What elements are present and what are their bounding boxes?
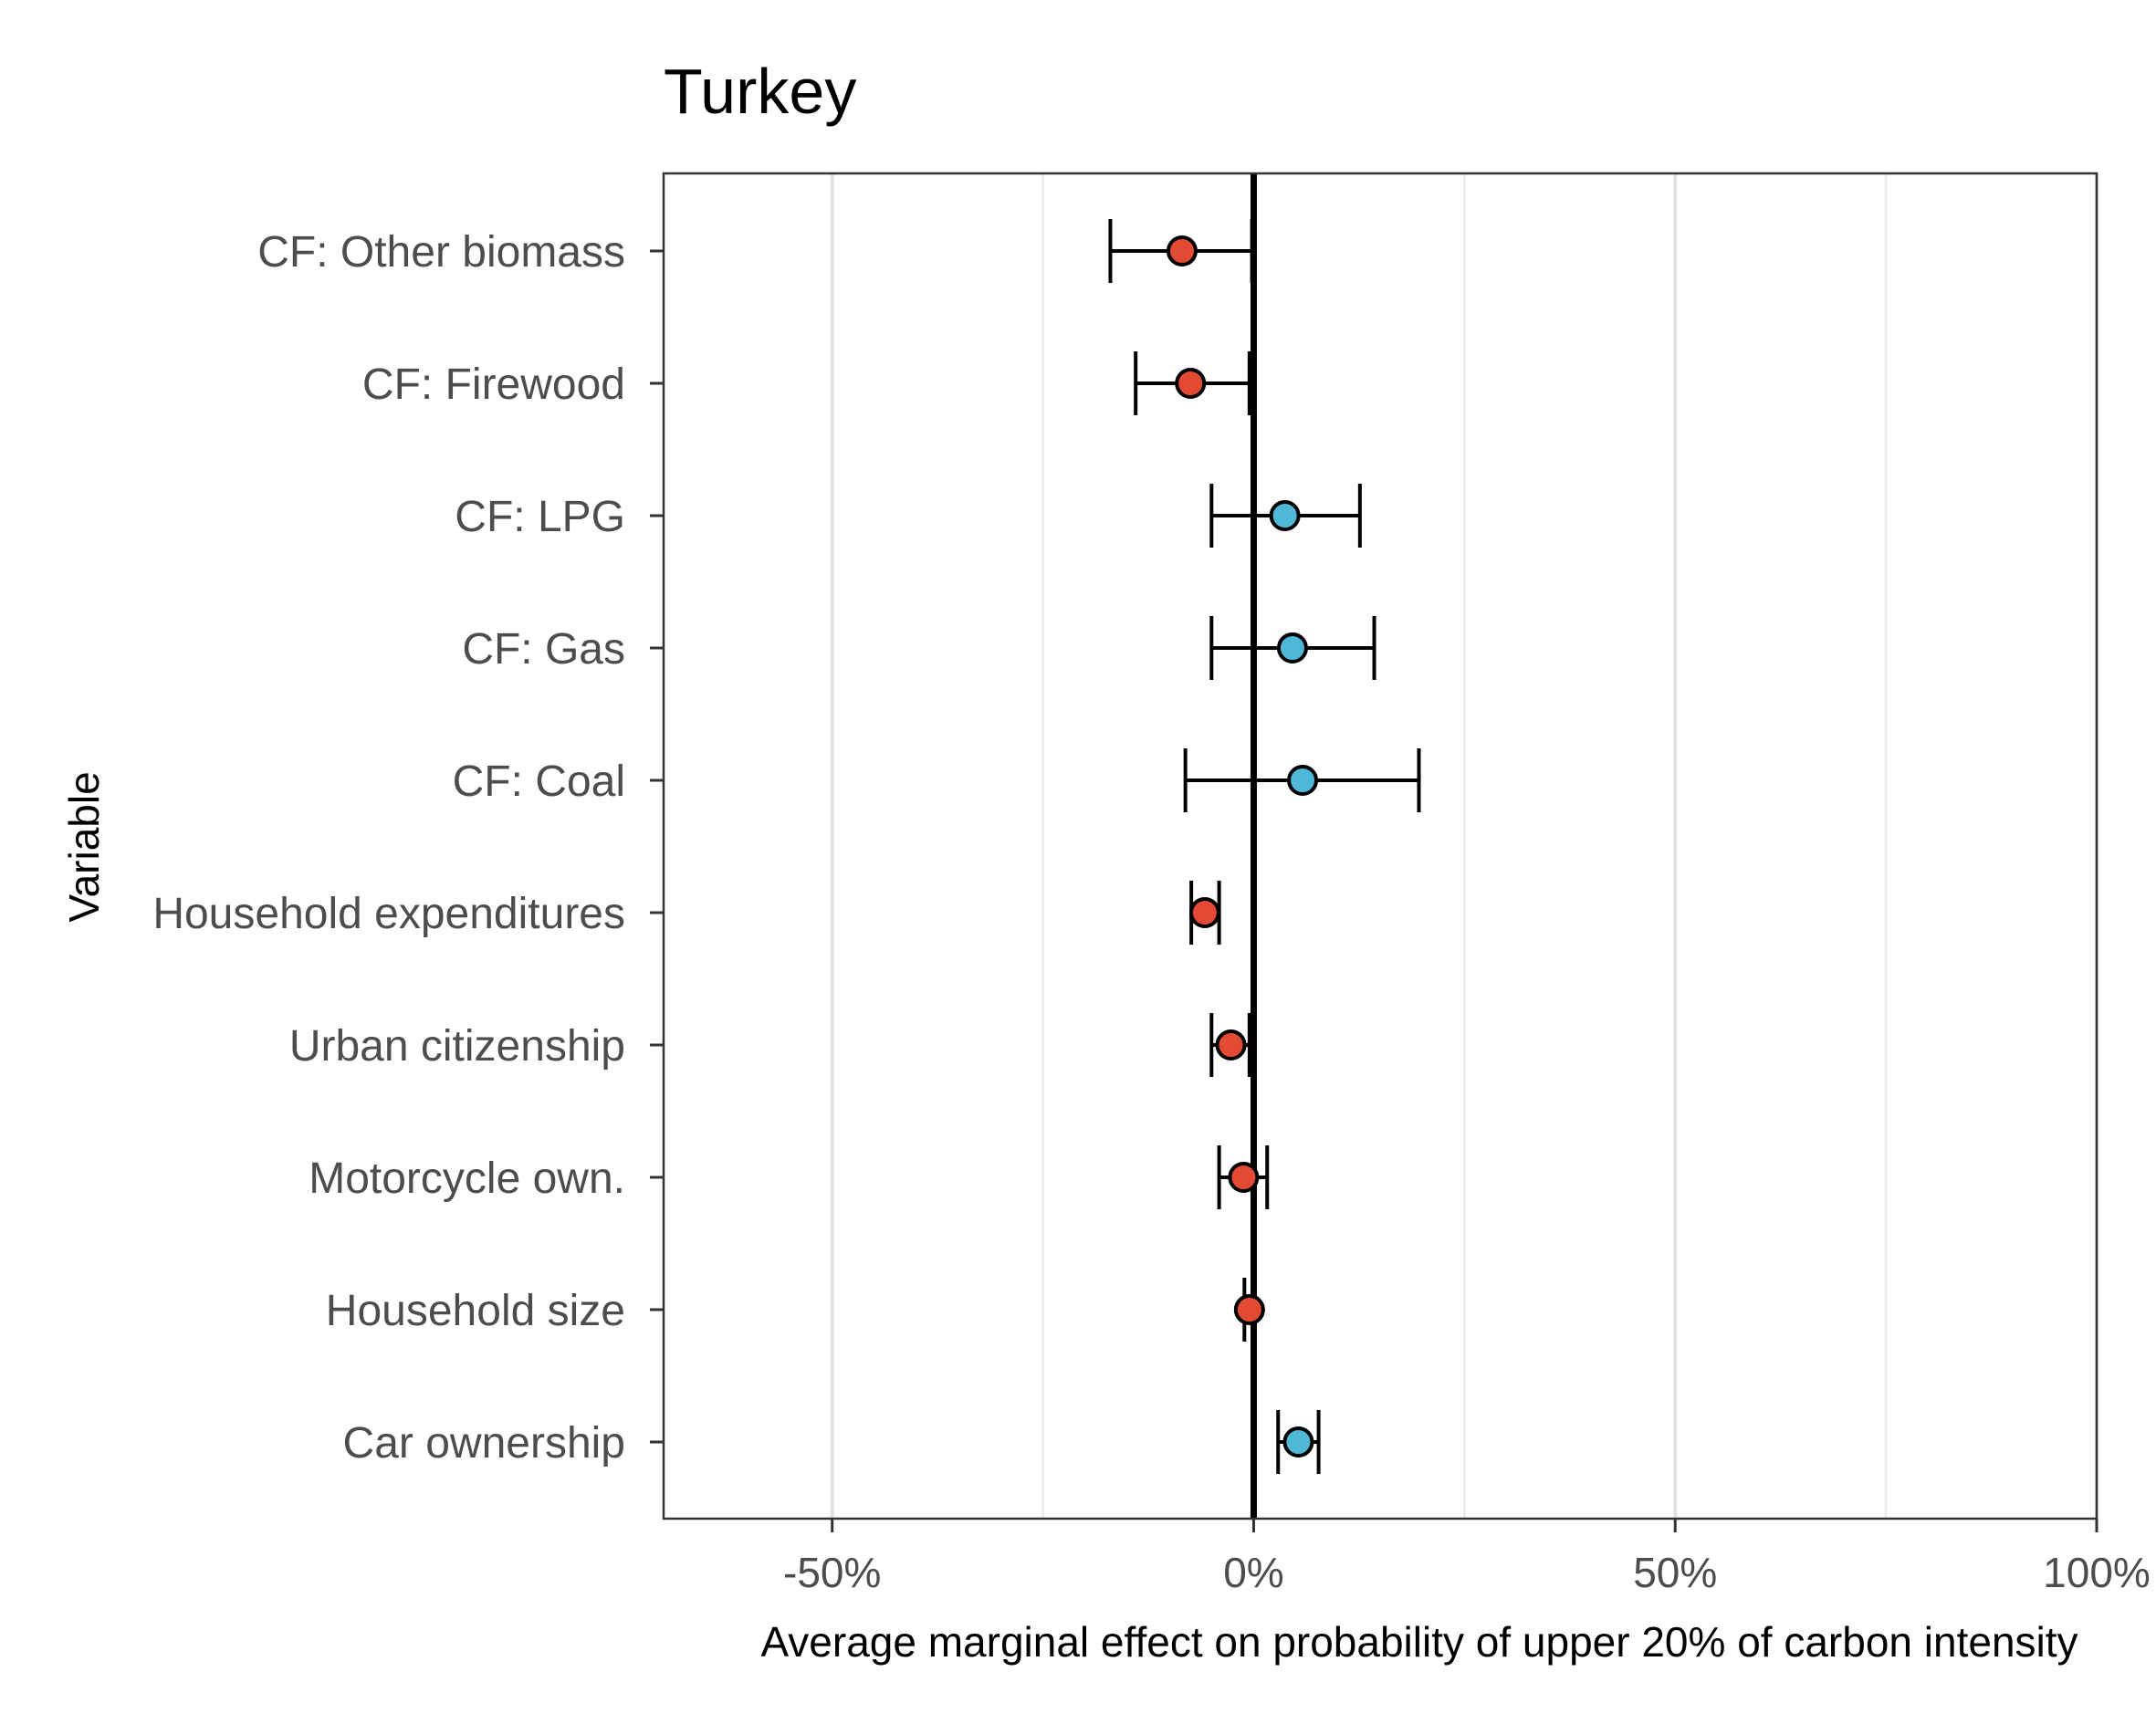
estimate-point xyxy=(1175,368,1207,399)
chart-title: Turkey xyxy=(664,56,856,127)
point-markers xyxy=(1166,235,1319,1458)
y-tick-label: CF: Gas xyxy=(462,625,625,674)
estimate-point xyxy=(1188,897,1220,928)
x-axis-label: Average marginal effect on probability o… xyxy=(760,1618,2078,1666)
error-bars xyxy=(1108,219,1421,1474)
x-tick-label: -50% xyxy=(783,1549,881,1596)
estimate-point xyxy=(1282,1426,1314,1458)
estimate-point xyxy=(1276,632,1308,663)
estimate-point xyxy=(1287,765,1319,796)
y-tick-label: Household size xyxy=(326,1287,625,1335)
estimate-point xyxy=(1269,500,1301,531)
x-tick-label: 50% xyxy=(1633,1549,1717,1596)
y-tick-label: CF: Coal xyxy=(453,758,625,806)
gridlines xyxy=(830,173,2098,1519)
y-tick-label: Urban citizenship xyxy=(289,1022,625,1071)
y-tick-label: Household expenditures xyxy=(152,890,625,938)
estimate-point xyxy=(1215,1029,1247,1061)
estimate-point xyxy=(1166,235,1198,266)
y-tick-label: Motorcycle own. xyxy=(309,1155,625,1203)
x-tick-label: 100% xyxy=(2043,1549,2151,1596)
y-tick-label: CF: Firewood xyxy=(362,360,625,409)
y-tick-label: CF: Other biomass xyxy=(257,228,625,277)
y-tick-label: CF: LPG xyxy=(455,493,625,541)
estimate-point xyxy=(1233,1294,1265,1325)
plot-panel-border xyxy=(662,172,2098,1520)
x-axis: -50% 0% 50% 100% xyxy=(783,1519,2151,1596)
x-tick-label: 0% xyxy=(1223,1549,1283,1596)
estimate-point xyxy=(1228,1162,1260,1193)
y-axis: CF: Other biomass CF: Firewood CF: LPG CF: … xyxy=(152,228,664,1468)
y-tick-label: Car ownership xyxy=(343,1419,625,1468)
y-axis-label: Variable xyxy=(60,771,108,922)
